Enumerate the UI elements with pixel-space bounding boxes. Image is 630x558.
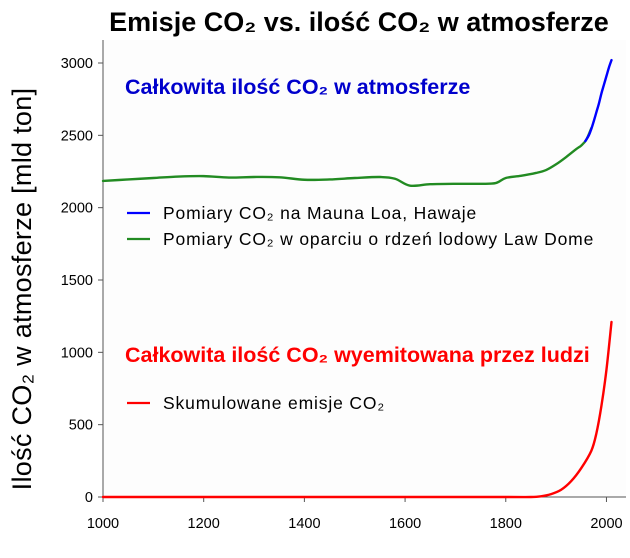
y-tick-label: 3000 <box>61 56 93 72</box>
chart-title: Emisje CO₂ vs. ilość CO₂ w atmosferze <box>109 7 609 37</box>
legend-item-law-dome: Pomiary CO₂ w oparciu o rdzeń lodowy Law… <box>127 229 594 249</box>
y-tick-label: 1500 <box>61 273 93 289</box>
legend-label-mauna-loa: Pomiary CO₂ na Mauna Loa, Hawaje <box>163 203 477 223</box>
series-line-law-dome <box>101 126 593 188</box>
annotation-atmosphere-total: Całkowita ilość CO₂ w atmosferze <box>125 75 470 99</box>
plot-background <box>103 40 626 497</box>
x-tick-label: 1200 <box>188 516 220 532</box>
x-tick-label: 2000 <box>590 516 622 532</box>
legend-label-law-dome: Pomiary CO₂ w oparciu o rdzeń lodowy Law… <box>163 229 594 249</box>
series-line-cumulative-emissions <box>101 320 613 499</box>
x-tick-label: 1000 <box>87 516 119 532</box>
x-tick-label: 1800 <box>490 516 522 532</box>
series-line-mauna-loa <box>584 58 613 143</box>
x-tick-label: 1600 <box>389 516 421 532</box>
y-axis-label: Ilość CO₂ w atmosferze [mld ton] <box>7 88 37 491</box>
series-lines <box>101 58 613 499</box>
y-tick-label: 500 <box>69 418 93 434</box>
annotation-emitted-total: Całkowita ilość CO₂ wyemitowana przez lu… <box>125 343 590 367</box>
legend-emissions: Skumulowane emisje CO₂ <box>127 393 385 413</box>
y-tick-label: 2000 <box>61 201 93 217</box>
y-tick-label: 1000 <box>61 345 93 361</box>
y-tick-label: 0 <box>85 490 93 506</box>
y-tick-label: 2500 <box>61 128 93 144</box>
legend-label-cumulative-emissions: Skumulowane emisje CO₂ <box>163 393 385 413</box>
legend-item-mauna-loa: Pomiary CO₂ na Mauna Loa, Hawaje <box>127 203 477 223</box>
legend-atmosphere: Pomiary CO₂ na Mauna Loa, Hawaje Pomiary… <box>127 203 594 249</box>
x-tick-label: 1400 <box>288 516 320 532</box>
legend-item-cumulative-emissions: Skumulowane emisje CO₂ <box>127 393 385 413</box>
